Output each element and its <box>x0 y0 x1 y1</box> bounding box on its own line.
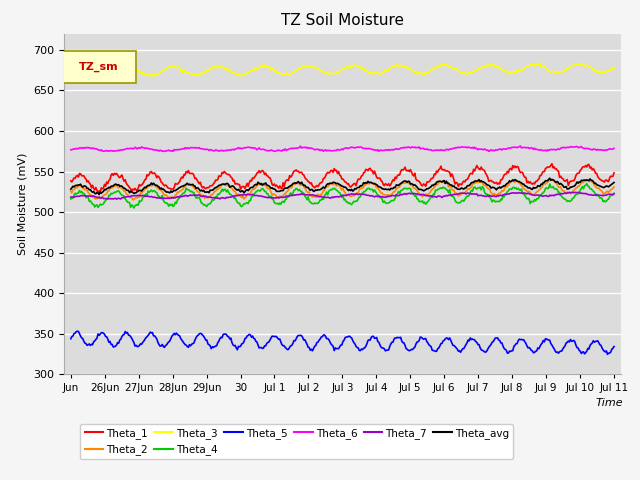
Theta_1 <box>326 169 333 175</box>
Theta_1 <box>330 169 337 175</box>
Theta_3 <box>150 73 157 79</box>
Legend: Theta_1, Theta_2, Theta_3, Theta_4, Theta_5, Theta_6, Theta_7, Theta_avg: Theta_1, Theta_2, Theta_3, Theta_4, Thet… <box>81 424 513 459</box>
Theta_avg <box>326 180 333 186</box>
Theta_7 <box>599 193 607 199</box>
Line: Theta_3: Theta_3 <box>71 63 614 76</box>
Theta_6 <box>328 148 336 154</box>
Line: Theta_5: Theta_5 <box>71 331 614 354</box>
Theta_3 <box>67 68 75 74</box>
Theta_5 <box>326 339 333 345</box>
Theta_7 <box>67 194 75 200</box>
Theta_3 <box>599 68 607 74</box>
Theta_6 <box>513 145 521 151</box>
Theta_5 <box>604 351 611 357</box>
Theta_5 <box>598 345 606 351</box>
Theta_avg <box>362 180 370 185</box>
Theta_1 <box>97 190 104 195</box>
Theta_avg <box>95 192 103 197</box>
Line: Theta_2: Theta_2 <box>71 180 614 200</box>
Line: Theta_1: Theta_1 <box>71 164 614 192</box>
Theta_6 <box>325 148 333 154</box>
Text: TZ_sm: TZ_sm <box>79 62 119 72</box>
Theta_avg <box>599 185 607 191</box>
Theta_2 <box>599 191 607 197</box>
Theta_3 <box>535 60 543 66</box>
Theta_2 <box>513 178 521 183</box>
Theta_3 <box>326 70 333 76</box>
Title: TZ Soil Moisture: TZ Soil Moisture <box>281 13 404 28</box>
Theta_1 <box>610 170 618 176</box>
Theta_1 <box>362 167 370 172</box>
Line: Theta_6: Theta_6 <box>71 146 614 152</box>
Theta_2 <box>129 197 137 203</box>
Theta_2 <box>391 188 399 194</box>
Theta_4 <box>391 195 399 201</box>
Theta_1 <box>513 164 521 169</box>
Theta_2 <box>330 181 337 187</box>
Theta_2 <box>362 181 370 187</box>
Theta_7 <box>391 193 399 199</box>
Line: Theta_avg: Theta_avg <box>71 178 614 194</box>
Theta_6 <box>391 146 399 152</box>
Theta_4 <box>130 205 138 211</box>
Theta_1 <box>67 178 75 184</box>
Theta_4 <box>599 199 607 204</box>
Theta_3 <box>610 65 618 71</box>
Theta_3 <box>391 64 399 70</box>
Theta_4 <box>326 188 333 193</box>
Theta_6 <box>375 149 383 155</box>
Theta_4 <box>67 196 75 202</box>
Theta_3 <box>330 71 337 77</box>
Theta_7 <box>326 195 333 201</box>
Theta_7 <box>513 190 521 196</box>
Theta_5 <box>362 343 370 349</box>
Theta_6 <box>610 145 618 151</box>
Line: Theta_4: Theta_4 <box>71 184 614 208</box>
Theta_7 <box>362 192 370 198</box>
Theta_avg <box>330 180 337 185</box>
Theta_7 <box>330 195 337 201</box>
Theta_4 <box>583 181 591 187</box>
Theta_4 <box>513 186 521 192</box>
Line: Theta_7: Theta_7 <box>71 192 614 199</box>
Theta_3 <box>513 67 521 73</box>
Theta_6 <box>67 147 75 153</box>
Theta_1 <box>391 174 399 180</box>
Theta_1 <box>599 178 607 184</box>
Theta_2 <box>326 181 333 187</box>
Theta_7 <box>569 190 577 195</box>
FancyBboxPatch shape <box>61 51 136 83</box>
Theta_avg <box>513 178 521 184</box>
Theta_avg <box>546 175 554 181</box>
Y-axis label: Soil Moisture (mV): Soil Moisture (mV) <box>17 153 28 255</box>
Theta_avg <box>67 186 75 192</box>
Theta_5 <box>391 335 399 341</box>
Theta_5 <box>513 341 521 347</box>
Theta_4 <box>610 191 618 196</box>
Theta_5 <box>74 328 81 334</box>
Theta_5 <box>67 336 75 342</box>
Theta_7 <box>610 191 618 197</box>
Theta_avg <box>391 185 399 191</box>
Theta_3 <box>362 68 370 73</box>
Theta_4 <box>330 186 337 192</box>
Theta_1 <box>548 161 556 167</box>
Theta_6 <box>516 143 524 149</box>
Theta_6 <box>361 145 369 151</box>
Theta_5 <box>610 344 618 349</box>
Theta_4 <box>362 188 370 193</box>
Theta_avg <box>610 180 618 185</box>
Theta_5 <box>330 343 337 349</box>
Theta_6 <box>599 147 607 153</box>
Theta_2 <box>67 189 75 194</box>
Theta_7 <box>113 196 120 202</box>
X-axis label: Time: Time <box>596 398 623 408</box>
Theta_2 <box>546 177 554 183</box>
Theta_2 <box>610 184 618 190</box>
